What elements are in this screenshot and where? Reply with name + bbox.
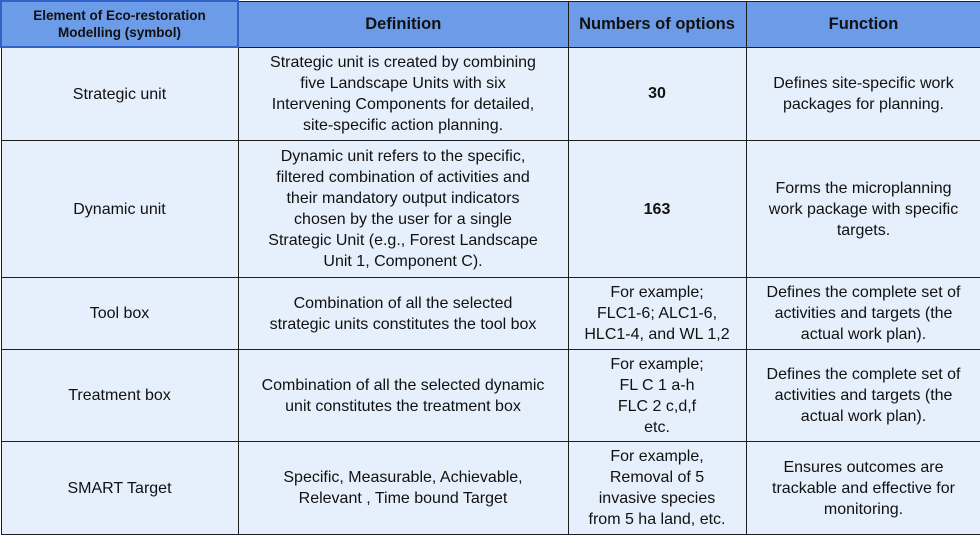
cell-definition: Strategic unit is created by combining fi… — [237, 46, 569, 141]
cell-function-line: actual work plan). — [800, 408, 927, 425]
cell-definition-line: Relevant , Time bound Target — [298, 490, 508, 507]
cell-function: Defines site-specific work packages for p… — [745, 46, 980, 141]
cell-function: Forms the microplanning work package with… — [745, 140, 980, 278]
cell-definition-line: Combination of all the selected dynamic — [261, 376, 545, 394]
cell-definition: Combination of all the selected strategic… — [237, 277, 569, 350]
cell-options: 163 — [567, 140, 747, 278]
cell-options-line: 30 — [648, 85, 666, 103]
cell-function-line: trackable and effective for — [772, 479, 955, 497]
cell-function-line: targets. — [836, 221, 891, 239]
cell-function: Defines the complete set of activities an… — [745, 277, 980, 350]
cell-options-line: For example; — [610, 284, 704, 301]
cell-function-line: packages for planning. — [783, 95, 944, 113]
cell-definition-line: unit constitutes the treatment box — [285, 397, 521, 415]
header-options: Numbers of options — [567, 0, 747, 48]
cell-element: Dynamic unit — [0, 140, 239, 278]
cell-options: For example; FL C 1 a-h FLC 2 c,d,f etc. — [567, 349, 747, 442]
cell-definition-line: Specific, Measurable, Achievable, — [283, 469, 523, 486]
cell-options-line: HLC1-4, and WL 1,2 — [584, 326, 730, 343]
table-row: SMART Target Specific, Measurable, Achiev… — [0, 441, 980, 535]
cell-definition-line: strategic units constitutes the tool box — [269, 315, 537, 333]
table-row: Dynamic unit Dynamic unit refers to the s… — [0, 140, 980, 278]
cell-options: 30 — [567, 46, 747, 141]
cell-definition-line: Strategic unit is created by combining — [270, 53, 536, 71]
cell-element: SMART Target — [0, 441, 239, 535]
cell-options-line: FLC 2 c,d,f — [617, 397, 697, 415]
cell-function-line: work package with specific — [768, 200, 959, 218]
table-row: Strategic unit Strategic unit is created … — [0, 46, 980, 141]
cell-options-line: etc. — [644, 418, 670, 436]
cell-options-line: For example; — [610, 355, 704, 373]
cell-options-line: FL C 1 a-h — [619, 376, 695, 394]
cell-options-line: 163 — [643, 200, 671, 218]
cell-definition-line: site-specific action planning. — [302, 116, 504, 134]
cell-function-line: activities and targets (the — [774, 305, 953, 322]
cell-definition-line: Unit 1, Component C). — [323, 253, 483, 270]
cell-definition-line: Intervening Components for detailed, — [271, 95, 535, 113]
header-row: Element of Eco-restoration Modelling (sy… — [0, 0, 980, 48]
table-row: Tool box Combination of all the selected s… — [0, 277, 980, 350]
cell-options-line: Removal of 5 — [609, 469, 705, 486]
cell-function: Ensures outcomes are trackable and effect… — [745, 441, 980, 535]
cell-definition-line: filtered combination of activities and — [276, 169, 530, 186]
cell-definition-line: chosen by the user for a single — [294, 211, 512, 228]
cell-element: Tool box — [0, 277, 239, 350]
cell-options: For example, Removal of 5 invasive species… — [567, 441, 747, 535]
cell-function-line: Defines site-specific work — [773, 74, 954, 92]
cell-definition: Dynamic unit refers to the specific, filt… — [237, 140, 569, 278]
cell-function-line: actual work plan). — [800, 326, 927, 343]
cell-function: Defines the complete set of activities an… — [745, 349, 980, 442]
cell-options: For example; FLC1-6; ALC1-6, HLC1-4, and W… — [567, 277, 747, 350]
table-row: Treatment box Combination of all the sele… — [0, 349, 980, 442]
cell-element: Treatment box — [0, 349, 239, 442]
cell-element: Strategic unit — [0, 46, 239, 141]
cell-options-line: invasive species — [598, 490, 716, 507]
cell-definition-line: five Landscape Units with six — [300, 74, 506, 92]
cell-options-line: FLC1-6; ALC1-6, — [596, 305, 718, 322]
header-element: Element of Eco-restoration Modelling (sy… — [0, 0, 239, 48]
cell-definition-line: Strategic Unit (e.g., Forest Landscape — [268, 232, 538, 249]
cell-function-line: Ensures outcomes are — [783, 458, 944, 476]
cell-function-line: Defines the complete set of — [766, 284, 961, 301]
cell-function-line: Defines the complete set of — [766, 366, 961, 383]
cell-definition: Specific, Measurable, Achievable, Relevan… — [237, 441, 569, 535]
cell-definition: Combination of all the selected dynamic u… — [237, 349, 569, 442]
cell-options-line: For example, — [610, 448, 704, 465]
cell-function-line: monitoring. — [823, 500, 904, 518]
cell-function-line: activities and targets (the — [774, 387, 953, 404]
cell-function-line: Forms the microplanning — [775, 179, 952, 197]
cell-definition-line: Dynamic unit refers to the specific, — [280, 148, 526, 165]
cell-definition-line: Combination of all the selected — [293, 294, 513, 312]
cell-definition-line: their mandatory output indicators — [286, 190, 520, 207]
header-function: Function — [745, 0, 980, 48]
cell-options-line: from 5 ha land, etc. — [588, 511, 726, 528]
header-definition: Definition — [237, 0, 569, 48]
